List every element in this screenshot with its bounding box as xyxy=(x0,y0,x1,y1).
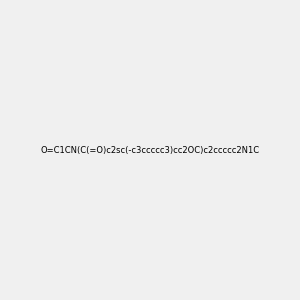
Text: O=C1CN(C(=O)c2sc(-c3ccccc3)cc2OC)c2ccccc2N1C: O=C1CN(C(=O)c2sc(-c3ccccc3)cc2OC)c2ccccc… xyxy=(40,146,260,154)
